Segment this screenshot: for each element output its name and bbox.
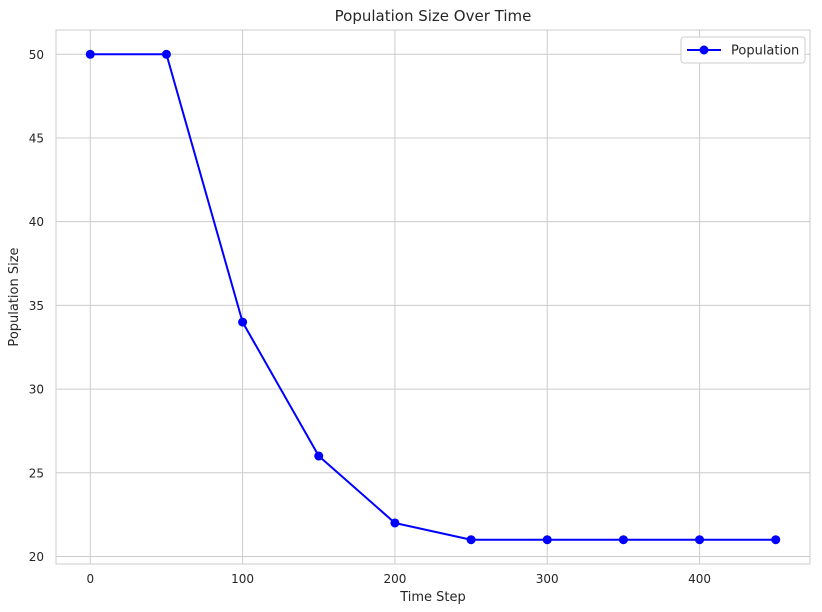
x-axis-label: Time Step [399,590,466,605]
legend-marker-swatch [699,45,709,55]
x-tick-label: 400 [688,572,711,586]
legend: Population [680,36,806,64]
y-tick-label: 20 [29,550,44,564]
plot-area-frame [55,29,811,565]
y-tick-label: 35 [29,299,44,313]
y-tick-label: 50 [29,48,44,62]
x-tick-label: 0 [86,572,94,586]
series-layer [85,49,781,545]
data-point [390,518,400,528]
x-tick-label: 300 [536,572,559,586]
y-tick-label: 30 [29,383,44,397]
legend-box [680,36,806,64]
data-point [161,49,171,59]
data-point [466,535,476,545]
y-tick-label: 40 [29,215,44,229]
data-point [85,49,95,59]
grid [56,30,810,564]
data-point [542,535,552,545]
data-point [618,535,628,545]
chart-title: Population Size Over Time [335,7,532,25]
series-line-population [90,53,776,541]
data-point [771,535,781,545]
y-tick-label: 25 [29,466,44,480]
y-tick-label: 45 [29,131,44,145]
x-tick-label: 200 [383,572,406,586]
data-point [695,535,705,545]
data-point [238,317,248,327]
data-point [314,451,324,461]
x-tick-label: 100 [231,572,254,586]
tick-labels: 0 100 200 300 400 20 25 30 35 40 45 50 [29,48,711,586]
y-axis-label: Population Size [7,247,22,346]
legend-label-population: Population [731,44,799,59]
